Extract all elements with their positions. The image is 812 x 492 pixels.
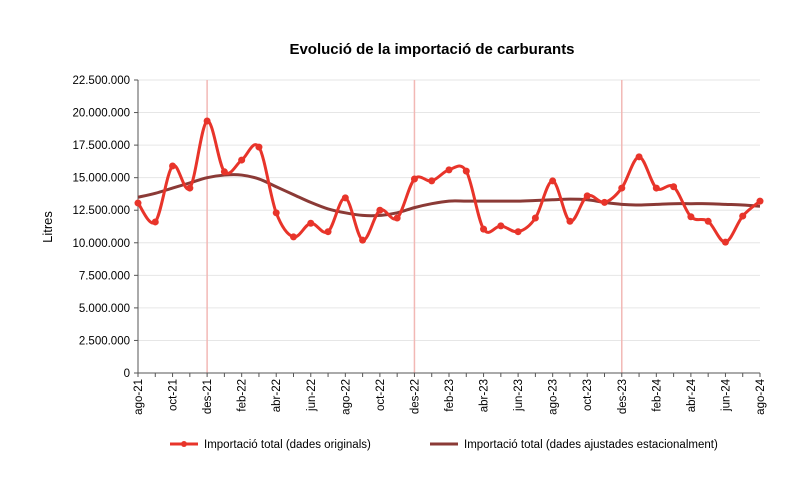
data-point <box>497 222 505 230</box>
data-point <box>652 184 660 192</box>
series-line-0 <box>136 119 761 244</box>
data-point <box>255 143 263 151</box>
data-point <box>635 153 643 161</box>
data-point <box>376 206 384 214</box>
x-tick-label: abr-23 <box>479 379 491 412</box>
data-point <box>739 212 747 220</box>
data-point <box>324 228 332 236</box>
x-tick-label: oct-21 <box>168 379 180 411</box>
x-tick-label: feb-23 <box>444 379 456 412</box>
data-point <box>410 175 418 183</box>
data-point <box>203 117 211 125</box>
y-tick-label: 22.500.000 <box>72 75 130 87</box>
data-point <box>186 184 194 192</box>
x-tick-label: des-22 <box>409 379 421 414</box>
y-tick-label: 5.000.000 <box>79 303 130 315</box>
x-tick-label: jun-24 <box>720 378 732 412</box>
x-tick-label: des-21 <box>202 379 214 414</box>
x-tick-label: ago-23 <box>548 379 560 415</box>
data-point <box>566 217 574 225</box>
y-tick-label: 20.000.000 <box>72 108 130 120</box>
data-point <box>549 177 557 185</box>
x-tick-label: ago-22 <box>340 379 352 415</box>
data-point <box>307 219 315 227</box>
y-axis-label: Litres <box>40 211 55 243</box>
x-tick-label: oct-23 <box>582 379 594 411</box>
data-point <box>514 228 522 236</box>
x-tick-label: jun-23 <box>513 379 525 412</box>
x-tick-label: ago-24 <box>755 378 767 414</box>
data-point <box>220 168 228 176</box>
data-point <box>531 214 539 222</box>
data-point <box>462 167 470 175</box>
data-point <box>151 218 159 226</box>
series-line-1 <box>137 173 761 218</box>
data-point <box>721 238 729 246</box>
data-point <box>341 194 349 202</box>
x-tick-label: feb-22 <box>237 379 249 412</box>
legend-label: Importació total (dades ajustades estaci… <box>464 439 718 451</box>
legend-label: Importació total (dades originals) <box>204 439 371 451</box>
y-tick-label: 12.500.000 <box>72 205 130 217</box>
y-tick-label: 15.000.000 <box>72 173 130 185</box>
data-point <box>359 236 367 244</box>
x-tick-label: oct-22 <box>375 379 387 411</box>
data-point <box>428 177 436 185</box>
data-point <box>445 166 453 174</box>
x-tick-label: ago-21 <box>133 379 145 415</box>
data-point <box>687 213 695 221</box>
chart-title: Evolució de la importació de carburants <box>289 41 574 58</box>
y-tick-label: 17.500.000 <box>72 140 130 152</box>
data-point <box>756 197 764 205</box>
x-tick-label: abr-22 <box>271 379 283 412</box>
data-point <box>290 233 297 241</box>
data-point <box>169 162 177 170</box>
data-point <box>393 214 401 222</box>
data-point <box>670 183 678 191</box>
x-tick-label: jun-22 <box>306 379 318 412</box>
data-point <box>238 156 246 164</box>
data-point <box>601 198 608 206</box>
y-tick-label: 7.500.000 <box>79 270 130 282</box>
x-tick-label: abr-24 <box>686 378 698 412</box>
data-point <box>272 209 280 217</box>
data-point <box>618 184 626 192</box>
data-point <box>583 192 591 200</box>
data-point <box>704 217 712 225</box>
y-tick-label: 10.000.000 <box>72 238 130 250</box>
y-tick-label: 0 <box>124 368 130 380</box>
data-point <box>134 199 142 207</box>
x-tick-label: feb-24 <box>651 378 663 411</box>
x-tick-label: des-23 <box>617 379 629 414</box>
y-tick-label: 2.500.000 <box>79 335 130 347</box>
data-point <box>480 225 488 233</box>
legend-marker <box>181 441 187 447</box>
